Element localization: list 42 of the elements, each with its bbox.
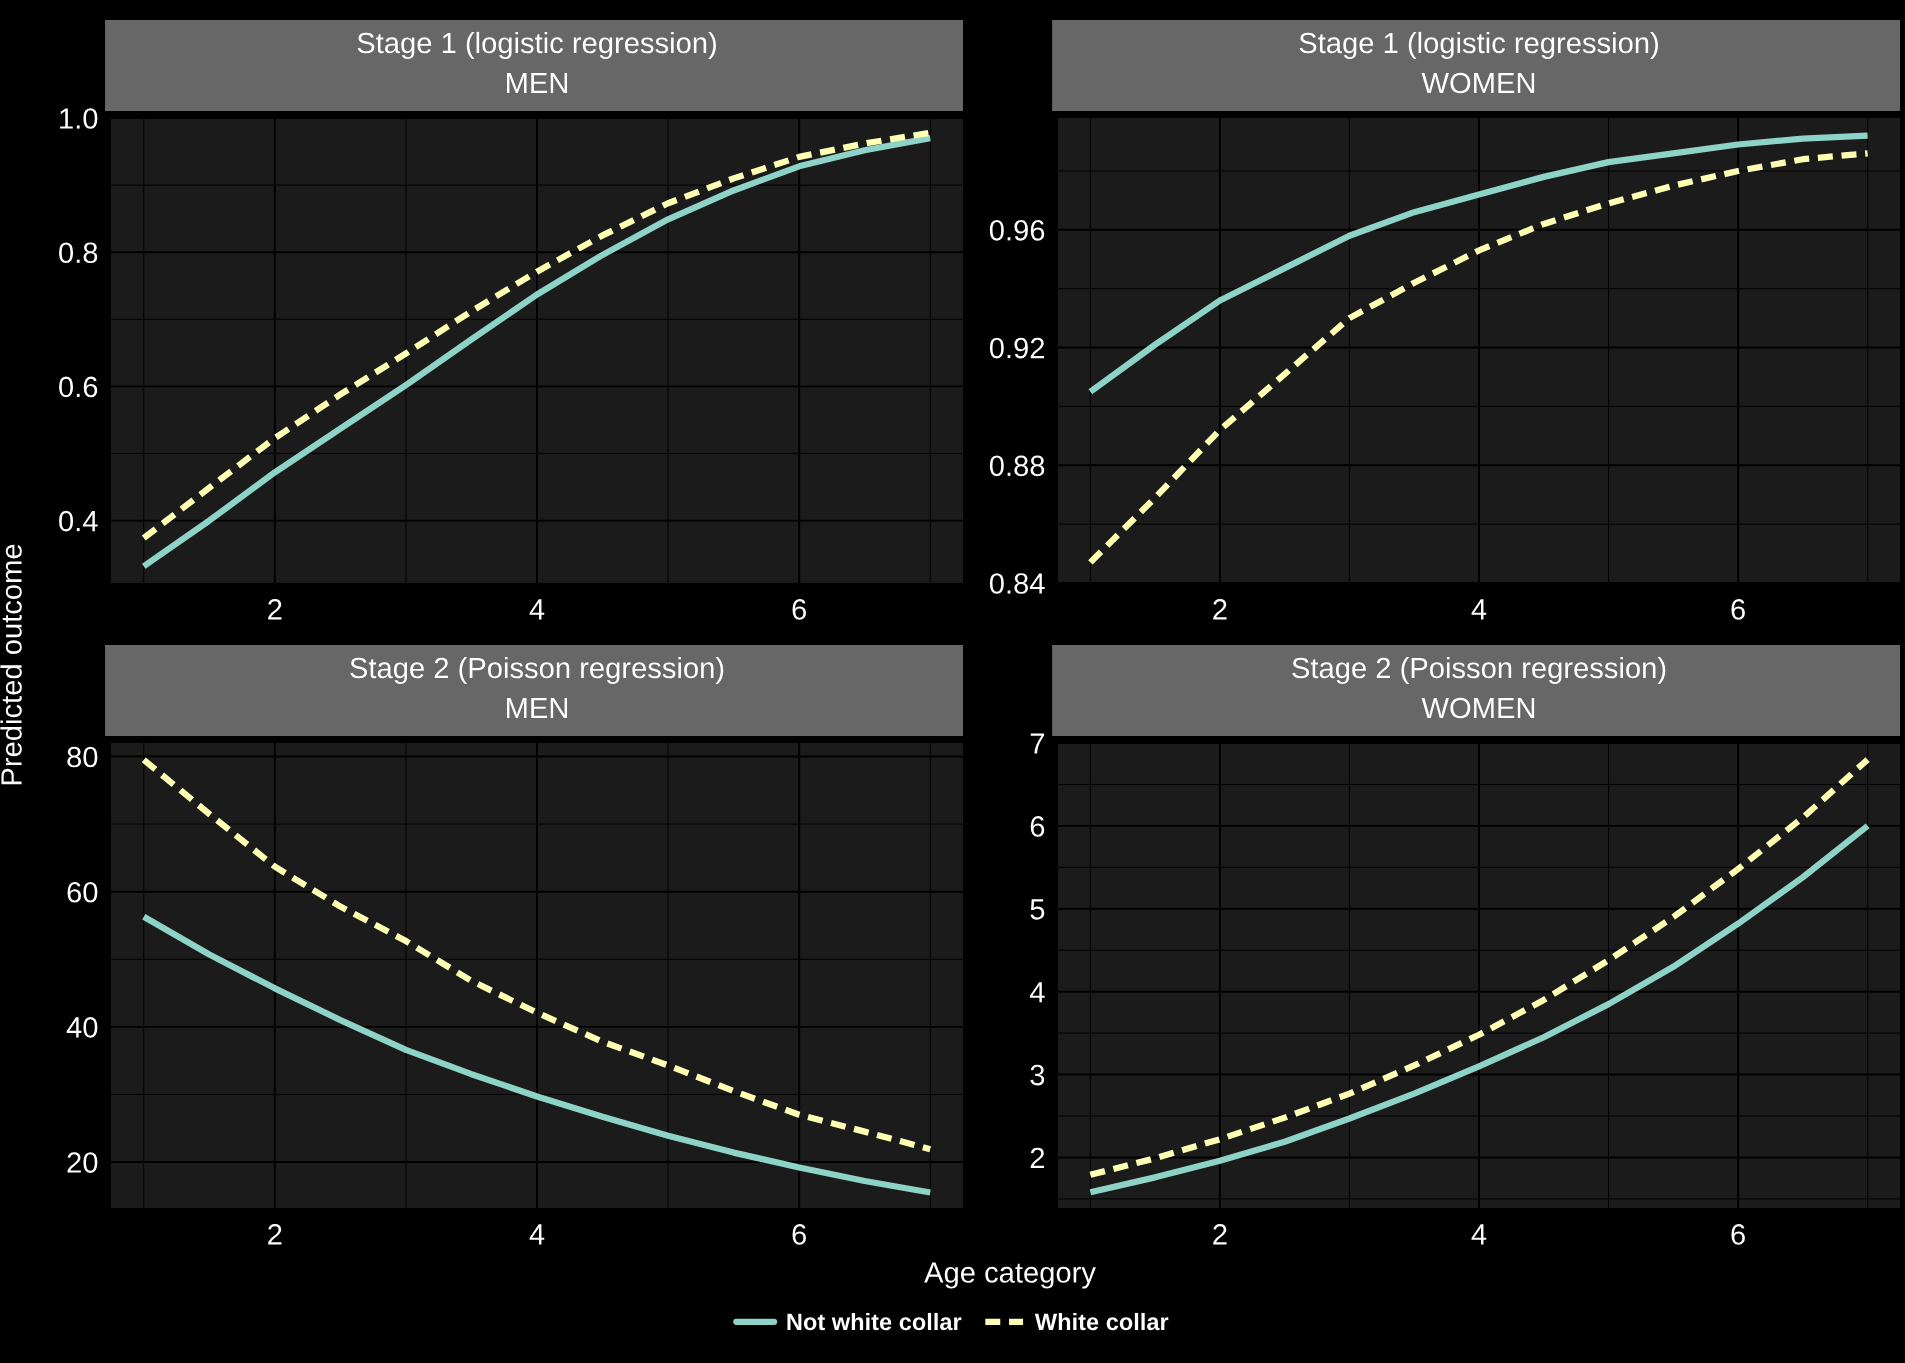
x-tick-label: 4: [529, 1224, 545, 1245]
y-tick-label: 0.92: [989, 337, 1045, 359]
y-tick-label: 40: [66, 1017, 98, 1038]
y-tick-label: 0.8: [59, 242, 98, 264]
y-tick-label: 60: [67, 881, 98, 903]
x-tick-label: 6: [792, 599, 806, 620]
chart-title: Stage 1 (logistic regression): [1299, 31, 1658, 60]
chart-subtitle: MEN: [506, 73, 568, 94]
y-tick-label: 80: [67, 746, 98, 768]
x-axis-title: Age category: [924, 1262, 1096, 1289]
y-tick-label: 0.84: [989, 573, 1045, 594]
y-tick-label: 6: [1030, 816, 1045, 837]
y-tick-label: 0.4: [59, 510, 98, 532]
y-tick-label: 2: [1030, 1147, 1045, 1169]
x-tick-label: 4: [1471, 599, 1487, 620]
legend-label: White collar: [1034, 1312, 1169, 1331]
x-tick-label: 6: [792, 1224, 806, 1245]
x-tick-label: 2: [268, 1224, 282, 1245]
x-tick-label: 2: [1213, 599, 1227, 620]
chart-title: Stage 1 (logistic regression): [357, 31, 716, 60]
legend-label: Not white collar: [787, 1312, 962, 1331]
chart-subtitle: MEN: [506, 698, 568, 719]
x-tick-label: 4: [529, 599, 545, 620]
chart-title: Stage 2 (Poisson regression): [1292, 656, 1666, 685]
chart-subtitle: WOMEN: [1421, 72, 1535, 94]
y-tick-label: 1.0: [60, 108, 98, 129]
chart-title: Stage 2 (Poisson regression): [350, 656, 724, 685]
y-tick-label: 0.88: [989, 455, 1045, 477]
y-tick-label: 7: [1030, 733, 1045, 754]
y-tick-label: 3: [1030, 1064, 1045, 1086]
y-tick-label: 4: [1029, 982, 1045, 1003]
y-tick-label: 20: [67, 1152, 98, 1173]
y-tick-label: 5: [1030, 899, 1045, 920]
x-tick-label: 4: [1471, 1224, 1487, 1245]
y-tick-label: 0.6: [59, 376, 98, 398]
x-tick-label: 6: [1731, 1224, 1745, 1245]
y-axis-title: Predicted outcome: [0, 544, 22, 785]
x-tick-label: 6: [1731, 599, 1745, 620]
y-tick-label: 0.96: [989, 220, 1045, 241]
chart-subtitle: WOMEN: [1421, 697, 1535, 719]
x-tick-label: 2: [268, 599, 282, 620]
x-tick-label: 2: [1213, 1224, 1227, 1245]
